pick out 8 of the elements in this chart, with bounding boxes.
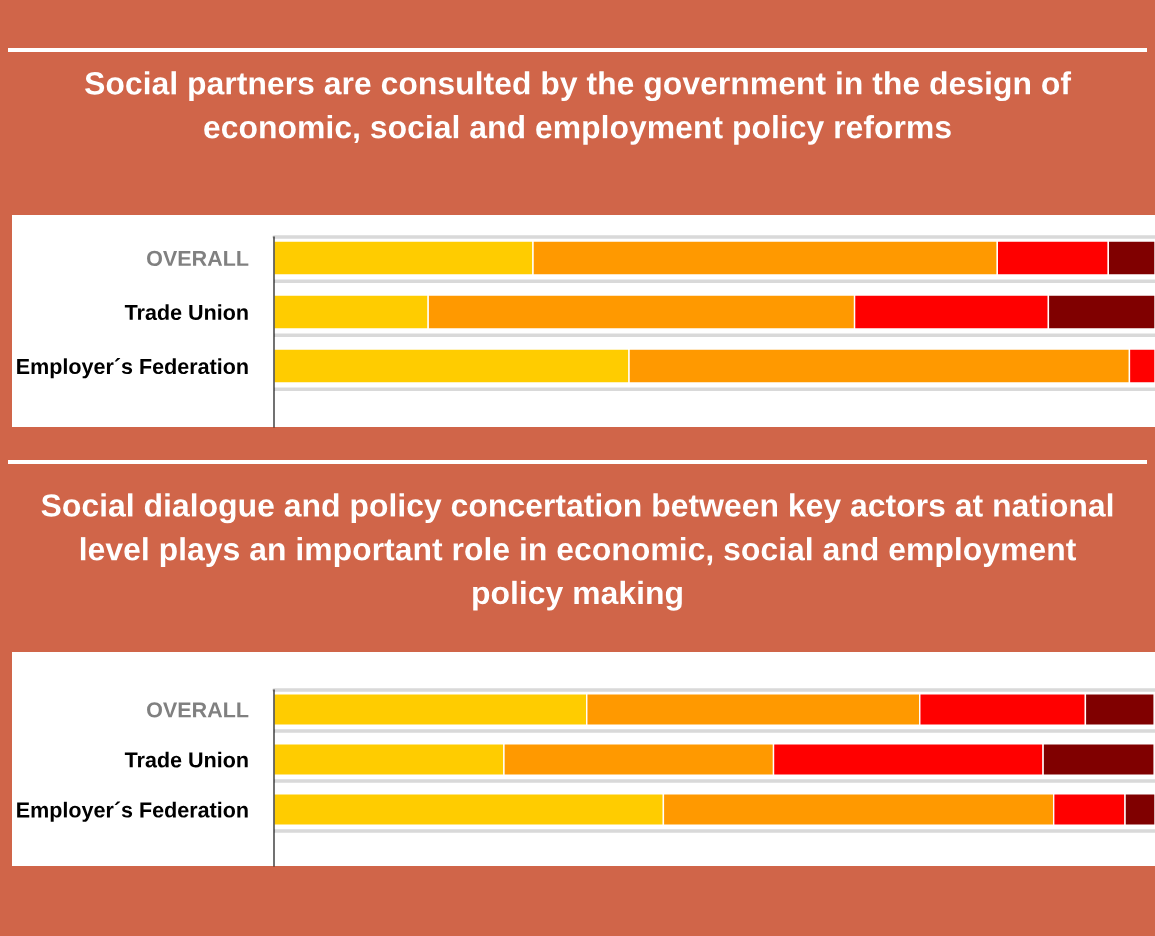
y-tick-label: OVERALL [147, 702, 249, 718]
y-tick-label: OVERALL [147, 250, 249, 267]
y-tick-label: Trade Union [124, 304, 248, 321]
y-tick-label: Employer´s Federation [17, 801, 248, 822]
y-tick-label: Employer´s Federation [17, 358, 248, 379]
y-tick-label: Trade Union [124, 751, 248, 768]
chart-title: Social partners are consulted by the government in the design of economic, social and employment policy reforms [84, 71, 1072, 145]
chart-title: Social dialogue and policy concertation between key actors at national level plays an important role in economic, social and employment policy making [41, 493, 1113, 611]
